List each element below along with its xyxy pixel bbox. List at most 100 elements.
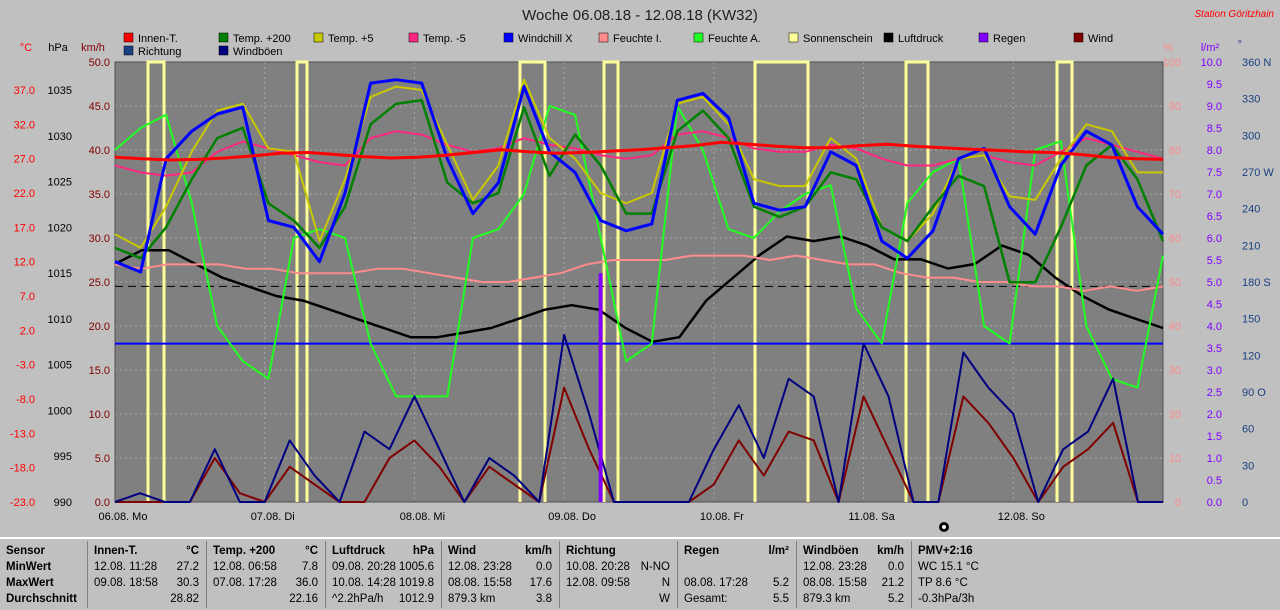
chart-legend: Innen-T. Temp. +200 Temp. +5 Temp. -5 Windch… bbox=[123, 32, 1113, 58]
x-axis-day-label: 06.08. Mo bbox=[99, 511, 148, 523]
stats-cell-value: 30.3 bbox=[176, 577, 199, 589]
humidity-axis-tick: 10 bbox=[1169, 453, 1181, 465]
stats-cell-value: N bbox=[661, 577, 670, 589]
rain-axis-tick: 1.5 bbox=[1207, 431, 1222, 443]
reference-lines bbox=[115, 285, 1163, 345]
legend-swatch bbox=[978, 32, 989, 43]
wind-axis-tick: 15.0 bbox=[89, 365, 110, 377]
rain-axis-tick: 7.5 bbox=[1207, 167, 1222, 179]
stats-column-unit: km/h bbox=[877, 545, 904, 557]
temp-axis-tick: 2.0 bbox=[20, 325, 35, 337]
sunshine-block bbox=[1055, 60, 1074, 502]
rain-axis-tick: 3.0 bbox=[1207, 365, 1222, 377]
stats-cell-value: 1005.6 bbox=[398, 561, 434, 573]
stats-column-unit: °C bbox=[186, 545, 199, 557]
rain-axis-tick: 10.0 bbox=[1201, 57, 1222, 69]
rain-axis-tick: 9.0 bbox=[1207, 101, 1222, 113]
stats-cell-value: 0.0 bbox=[888, 561, 904, 573]
x-axis-day-label: 08.08. Mi bbox=[400, 511, 445, 523]
legend-label: Windchill X bbox=[518, 33, 573, 45]
temp-unit-label: °C bbox=[20, 42, 32, 54]
stats-cell-time: 10.08. 20:28 bbox=[566, 561, 630, 573]
legend-label: Luftdruck bbox=[898, 33, 944, 45]
temp-axis-tick: 37.0 bbox=[14, 85, 35, 97]
direction-axis-tick: 120 bbox=[1242, 350, 1260, 362]
stats-cell-time: 09.08. 18:58 bbox=[94, 577, 158, 589]
legend-label: Richtung bbox=[138, 46, 181, 58]
direction-axis-tick: 240 bbox=[1242, 204, 1260, 216]
wind-axis-tick: 5.0 bbox=[95, 453, 110, 465]
x-axis-day-label: 07.08. Di bbox=[251, 511, 295, 523]
stats-cell-time: 07.08. 17:28 bbox=[213, 577, 277, 589]
weather-chart: 37.0 32.0 27.0 22.0 17.0 12.0 7.0 2.0 -3.0 -8.0 -1… bbox=[10, 7, 1275, 532]
stats-cell-time: 09.08. 20:28 bbox=[332, 561, 396, 573]
temp-axis-tick: -8.0 bbox=[16, 394, 35, 406]
humidity-unit-label: % bbox=[1163, 42, 1173, 54]
stats-cell-value: 5.5 bbox=[773, 593, 789, 605]
stats-row-label: Sensor bbox=[6, 545, 45, 557]
temp-axis-tick: 32.0 bbox=[14, 119, 35, 131]
stats-cell-value: 1012.9 bbox=[398, 593, 434, 605]
direction-axis-tick: 60 bbox=[1242, 424, 1254, 436]
series-line-innen-t- bbox=[114, 140, 1164, 162]
wind-axis-tick: 50.0 bbox=[89, 57, 110, 69]
legend-label: Feuchte I. bbox=[613, 33, 662, 45]
axis-labels: 37.0 32.0 27.0 22.0 17.0 12.0 7.0 2.0 -3.0 -8.0 -1… bbox=[10, 57, 1274, 523]
stats-cell-time: 12.08. 09:58 bbox=[566, 577, 630, 589]
legend-swatch bbox=[883, 32, 894, 43]
chart-title: Woche 06.08.18 - 12.08.18 (KW32) bbox=[522, 7, 758, 24]
sunshine-series bbox=[146, 60, 1074, 502]
rain-axis-tick: 4.5 bbox=[1207, 299, 1222, 311]
direction-axis-tick: 30 bbox=[1242, 460, 1254, 472]
legend-label: Sonnenschein bbox=[803, 33, 873, 45]
series-line-windb-en bbox=[114, 333, 1163, 503]
legend-label: Regen bbox=[993, 33, 1025, 45]
station-name: Station Göritzhain bbox=[1195, 9, 1275, 20]
legend-swatch bbox=[788, 32, 799, 43]
stats-cell-time: 08.08. 17:28 bbox=[684, 577, 748, 589]
stats-column-unit: l/m² bbox=[768, 545, 789, 557]
rain-unit-label: l/m² bbox=[1201, 42, 1220, 54]
x-axis-day-label: 12.08. So bbox=[998, 511, 1045, 523]
temp-axis-tick: 27.0 bbox=[14, 154, 35, 166]
direction-unit-label: ° bbox=[1238, 39, 1242, 51]
sunshine-block bbox=[602, 60, 620, 502]
stats-cell-value: N-NO bbox=[640, 561, 670, 573]
stats-column-windb-en: Windböen km/h 12.08. 23:28 0.0 08.08. 15:58 2… bbox=[797, 539, 912, 610]
stats-cell-value: 1019.8 bbox=[398, 577, 434, 589]
stats-column-unit: °C bbox=[305, 545, 318, 557]
stats-row-label: MaxWert bbox=[6, 577, 54, 589]
humidity-axis-tick: 20 bbox=[1169, 409, 1181, 421]
stats-cell-value: 17.6 bbox=[529, 577, 552, 589]
pressure-axis-tick: 1030 bbox=[48, 131, 72, 143]
stats-column-header: Windböen bbox=[803, 545, 859, 557]
stats-cell-value: 22.16 bbox=[289, 593, 318, 605]
stats-column-header: Richtung bbox=[566, 545, 616, 557]
rain-axis-tick: 8.0 bbox=[1207, 145, 1222, 157]
stats-cell-value: W bbox=[659, 593, 670, 605]
legend-label: Temp. -5 bbox=[423, 33, 466, 45]
humidity-axis-tick: 30 bbox=[1169, 365, 1181, 377]
stats-cell-time: 08.08. 15:58 bbox=[803, 577, 867, 589]
direction-axis-tick: 90 O bbox=[1242, 387, 1266, 399]
legend-swatch bbox=[503, 32, 514, 43]
stats-column-header: Regen bbox=[684, 545, 720, 557]
stats-column-innen-t-: Innen-T. °C 12.08. 11:28 27.2 09.08. 18:58 30… bbox=[88, 539, 207, 610]
legend-swatch bbox=[408, 32, 419, 43]
rain-axis-tick: 7.0 bbox=[1207, 189, 1222, 201]
legend-swatch bbox=[123, 32, 134, 43]
stats-column-header: Temp. +200 bbox=[213, 545, 276, 557]
stats-cell-value: 27.2 bbox=[176, 561, 199, 573]
stats-cell-time: 12.08. 11:28 bbox=[94, 561, 158, 573]
stats-cell-time: WC 15.1 °C bbox=[918, 561, 979, 573]
legend-label: Temp. +5 bbox=[328, 33, 374, 45]
stats-column-regen: Regen l/m² 08.08. 17:28 5.2 Gesamt: 5.5 bbox=[678, 539, 797, 610]
legend-swatch bbox=[1073, 32, 1084, 43]
humidity-axis-tick: 90 bbox=[1169, 101, 1181, 113]
humidity-axis-tick: 40 bbox=[1169, 321, 1181, 333]
stats-column-header: PMV+2:16 bbox=[918, 545, 973, 557]
x-axis-day-label: 10.08. Fr bbox=[700, 511, 744, 523]
stats-cell-time: 10.08. 14:28 bbox=[332, 577, 396, 589]
legend-swatch bbox=[123, 45, 134, 56]
wind-axis-tick: 30.0 bbox=[89, 233, 110, 245]
